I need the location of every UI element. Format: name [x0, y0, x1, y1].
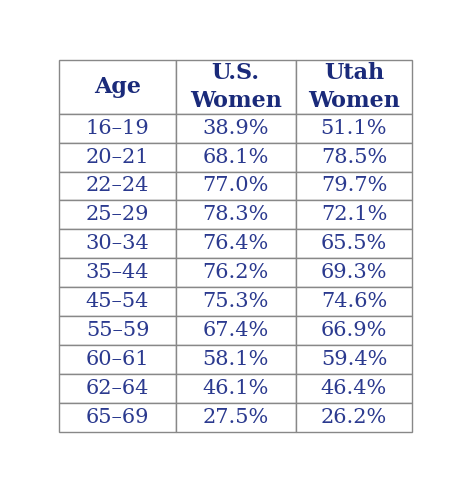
- Bar: [59, 143, 175, 171]
- Text: 75.3%: 75.3%: [202, 292, 269, 311]
- Bar: [175, 229, 295, 258]
- Bar: [295, 60, 411, 114]
- Text: Utah
Women: Utah Women: [308, 62, 399, 112]
- Bar: [295, 114, 411, 143]
- Bar: [59, 229, 175, 258]
- Bar: [175, 114, 295, 143]
- Bar: [175, 287, 295, 316]
- Text: 35–44: 35–44: [85, 263, 149, 282]
- Bar: [59, 60, 175, 114]
- Text: 65.5%: 65.5%: [320, 234, 386, 253]
- Text: 45–54: 45–54: [86, 292, 149, 311]
- Text: 72.1%: 72.1%: [320, 206, 386, 225]
- Bar: [59, 374, 175, 403]
- Bar: [295, 403, 411, 431]
- Text: 25–29: 25–29: [85, 206, 149, 225]
- Bar: [295, 171, 411, 201]
- Text: Age: Age: [94, 76, 141, 98]
- Text: 65–69: 65–69: [85, 408, 149, 427]
- Text: 78.3%: 78.3%: [202, 206, 269, 225]
- Bar: [295, 201, 411, 229]
- Bar: [295, 345, 411, 374]
- Text: 59.4%: 59.4%: [320, 350, 386, 369]
- Text: 74.6%: 74.6%: [320, 292, 386, 311]
- Bar: [59, 316, 175, 345]
- Text: 20–21: 20–21: [85, 148, 149, 167]
- Text: 26.2%: 26.2%: [320, 408, 386, 427]
- Bar: [175, 316, 295, 345]
- Text: 58.1%: 58.1%: [202, 350, 269, 369]
- Text: 46.4%: 46.4%: [320, 379, 386, 398]
- Text: 67.4%: 67.4%: [202, 321, 269, 340]
- Bar: [175, 374, 295, 403]
- Bar: [59, 201, 175, 229]
- Text: U.S.
Women: U.S. Women: [190, 62, 281, 112]
- Text: 66.9%: 66.9%: [320, 321, 386, 340]
- Bar: [175, 143, 295, 171]
- Text: 76.4%: 76.4%: [202, 234, 269, 253]
- Text: 78.5%: 78.5%: [320, 148, 386, 167]
- Text: 16–19: 16–19: [85, 119, 149, 138]
- Bar: [175, 345, 295, 374]
- Bar: [295, 374, 411, 403]
- Bar: [295, 316, 411, 345]
- Text: 46.1%: 46.1%: [202, 379, 269, 398]
- Bar: [175, 403, 295, 431]
- Text: 30–34: 30–34: [85, 234, 149, 253]
- Bar: [295, 287, 411, 316]
- Bar: [295, 229, 411, 258]
- Bar: [175, 171, 295, 201]
- Text: 60–61: 60–61: [85, 350, 149, 369]
- Text: 51.1%: 51.1%: [320, 119, 386, 138]
- Text: 68.1%: 68.1%: [202, 148, 269, 167]
- Text: 55–59: 55–59: [85, 321, 149, 340]
- Text: 38.9%: 38.9%: [202, 119, 269, 138]
- Bar: [295, 143, 411, 171]
- Bar: [175, 258, 295, 287]
- Text: 22–24: 22–24: [86, 176, 149, 195]
- Bar: [59, 287, 175, 316]
- Bar: [59, 345, 175, 374]
- Text: 77.0%: 77.0%: [202, 176, 269, 195]
- Text: 69.3%: 69.3%: [320, 263, 386, 282]
- Text: 79.7%: 79.7%: [320, 176, 386, 195]
- Bar: [175, 60, 295, 114]
- Bar: [59, 171, 175, 201]
- Text: 27.5%: 27.5%: [202, 408, 269, 427]
- Bar: [295, 258, 411, 287]
- Bar: [59, 114, 175, 143]
- Text: 62–64: 62–64: [86, 379, 149, 398]
- Bar: [59, 258, 175, 287]
- Bar: [175, 201, 295, 229]
- Bar: [59, 403, 175, 431]
- Text: 76.2%: 76.2%: [202, 263, 269, 282]
